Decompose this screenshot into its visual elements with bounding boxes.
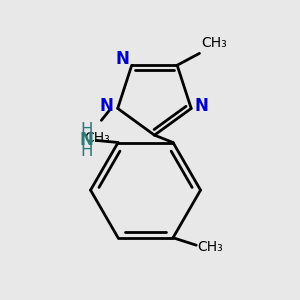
Text: CH₃: CH₃ [85, 131, 110, 145]
Text: CH₃: CH₃ [198, 240, 224, 254]
Text: H: H [81, 142, 93, 160]
Text: CH₃: CH₃ [201, 36, 227, 50]
Text: N: N [80, 131, 94, 149]
Text: N: N [115, 50, 129, 68]
Text: H: H [81, 121, 93, 139]
Text: N: N [100, 97, 113, 115]
Text: N: N [195, 97, 208, 115]
